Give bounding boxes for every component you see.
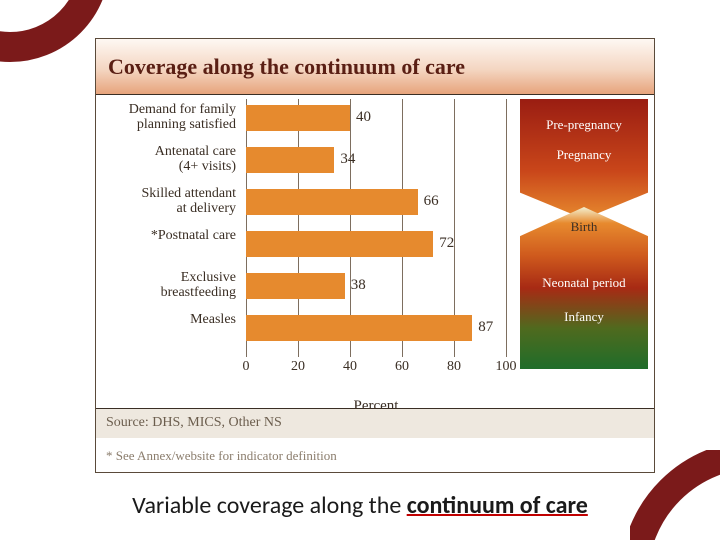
continuum-label: Neonatal period [520,275,648,291]
bar [246,189,418,215]
row-label: *Postnatal care [96,229,236,244]
x-tick: 40 [343,359,357,375]
bar [246,147,334,173]
template-corner-top-left [0,0,110,62]
gridline [506,99,507,357]
slide: Coverage along the continuum of care Dem… [0,0,720,540]
x-tick: 0 [243,359,250,375]
source-row: Source: DHS, MICS, Other NS [96,408,654,438]
continuum-label: Pregnancy [520,147,648,163]
bar-value: 87 [478,319,493,336]
x-tick: 100 [496,359,517,375]
bar [246,105,350,131]
bar-value: 66 [424,193,439,210]
x-tick: 60 [395,359,409,375]
continuum-panel: Pre-pregnancy Pregnancy Birth Neonatal peri… [520,99,648,369]
row-label: Demand for familyplanning satisfied [96,103,236,132]
x-tick: 20 [291,359,305,375]
bar-value: 38 [351,277,366,294]
caption-bold: continuum of care [407,491,588,520]
x-tick: 80 [447,359,461,375]
caption-plain: Variable coverage along the [132,491,407,520]
bar [246,273,345,299]
row-label: Measles [96,313,236,328]
row-label: Skilled attendantat delivery [96,187,236,216]
row-label: Exclusivebreastfeeding [96,271,236,300]
figure-title: Coverage along the continuum of care [108,54,465,80]
row-labels-column: Demand for familyplanning satisfied Anten… [96,95,241,375]
bar [246,315,472,341]
slide-caption: Variable coverage along the continuum of… [0,491,720,520]
bar-value: 72 [439,235,454,252]
figure-title-banner: Coverage along the continuum of care [96,39,654,95]
continuum-label: Infancy [520,309,648,325]
continuum-label: Birth [520,219,648,235]
chart-area: Demand for familyplanning satisfied Anten… [96,95,654,415]
figure-panel: Coverage along the continuum of care Dem… [95,38,655,473]
continuum-label: Pre-pregnancy [520,117,648,133]
bar-value: 34 [340,151,355,168]
bar-value: 40 [356,109,371,126]
bar [246,231,433,257]
plot-area: 020406080100403466723887 [246,95,506,375]
row-label: Antenatal care(4+ visits) [96,145,236,174]
footnote: * See Annex/website for indicator defini… [106,448,337,464]
